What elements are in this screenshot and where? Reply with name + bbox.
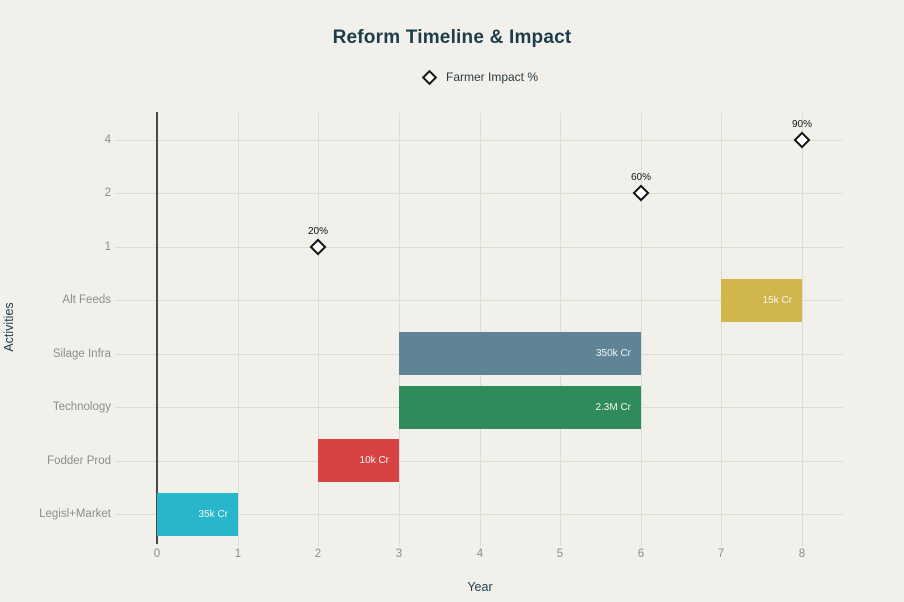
gridline-x-6 — [641, 113, 642, 546]
y-tick-label: Fodder Prod — [47, 455, 111, 467]
x-tick-label: 2 — [314, 548, 322, 560]
y-tick-label: Technology — [52, 401, 111, 413]
gridline-row-legisl — [115, 514, 843, 515]
y-tick-label: 2 — [104, 187, 111, 199]
bar-alt-feeds[interactable]: 15k Cr — [721, 279, 802, 322]
diamond-marker-icon — [421, 69, 438, 85]
gridline-x-1 — [238, 113, 239, 546]
y-tick-label: Alt Feeds — [62, 294, 111, 306]
y-tick-label: Legisl+Market — [39, 508, 111, 520]
x-axis-title: Year — [467, 580, 493, 594]
legend-label: Farmer Impact % — [446, 70, 539, 84]
y-axis-title: Activities — [2, 302, 16, 352]
y-axis-spine — [156, 112, 158, 544]
bar-cost-label: 2.3M Cr — [595, 402, 631, 413]
impact-marker-diamond-icon[interactable] — [793, 131, 811, 149]
bar-legisl-market[interactable]: 35k Cr — [157, 493, 238, 536]
x-tick-label: 5 — [556, 548, 564, 560]
bar-cost-label: 10k Cr — [359, 455, 389, 466]
chart-title: Reform Timeline & Impact — [332, 27, 572, 48]
impact-marker-diamond-icon[interactable] — [309, 238, 327, 256]
gridline-row-4 — [115, 140, 843, 141]
gridline-row-2 — [115, 193, 843, 194]
impact-marker-diamond-icon[interactable] — [632, 184, 650, 202]
gridline-row-altfeeds — [115, 300, 843, 301]
bar-cost-label: 15k Cr — [762, 295, 792, 306]
gridline-row-1 — [115, 247, 843, 248]
gridline-x-3 — [399, 113, 400, 546]
impact-marker-label: 20% — [307, 226, 328, 237]
x-tick-label: 7 — [717, 548, 725, 560]
bar-fodder-prod[interactable]: 10k Cr — [318, 439, 399, 482]
y-tick-label: Silage Infra — [52, 348, 111, 360]
gridline-row-fodder — [115, 461, 843, 462]
x-tick-label: 6 — [637, 548, 645, 560]
y-tick-label: 1 — [104, 241, 111, 253]
y-tick-label: 4 — [104, 134, 111, 146]
bar-silage-infra[interactable]: 350k Cr — [399, 332, 641, 375]
gridline-x-8 — [802, 113, 803, 546]
gridline-x-7 — [721, 113, 722, 546]
bar-technology[interactable]: 2.3M Cr — [399, 386, 641, 429]
x-tick-label: 3 — [395, 548, 403, 560]
bar-cost-label: 350k Cr — [595, 348, 631, 359]
impact-marker-label: 60% — [630, 172, 651, 183]
bar-cost-label: 35k Cr — [198, 509, 228, 520]
x-tick-label: 0 — [153, 548, 161, 560]
x-tick-label: 8 — [798, 548, 806, 560]
gridline-x-2 — [318, 113, 319, 546]
gridline-x-5 — [560, 113, 561, 546]
x-tick-label: 4 — [476, 548, 484, 560]
gridline-x-4 — [480, 113, 481, 546]
impact-marker-label: 90% — [791, 119, 812, 130]
x-tick-label: 1 — [234, 548, 242, 560]
legend[interactable]: Farmer Impact % — [421, 69, 539, 85]
